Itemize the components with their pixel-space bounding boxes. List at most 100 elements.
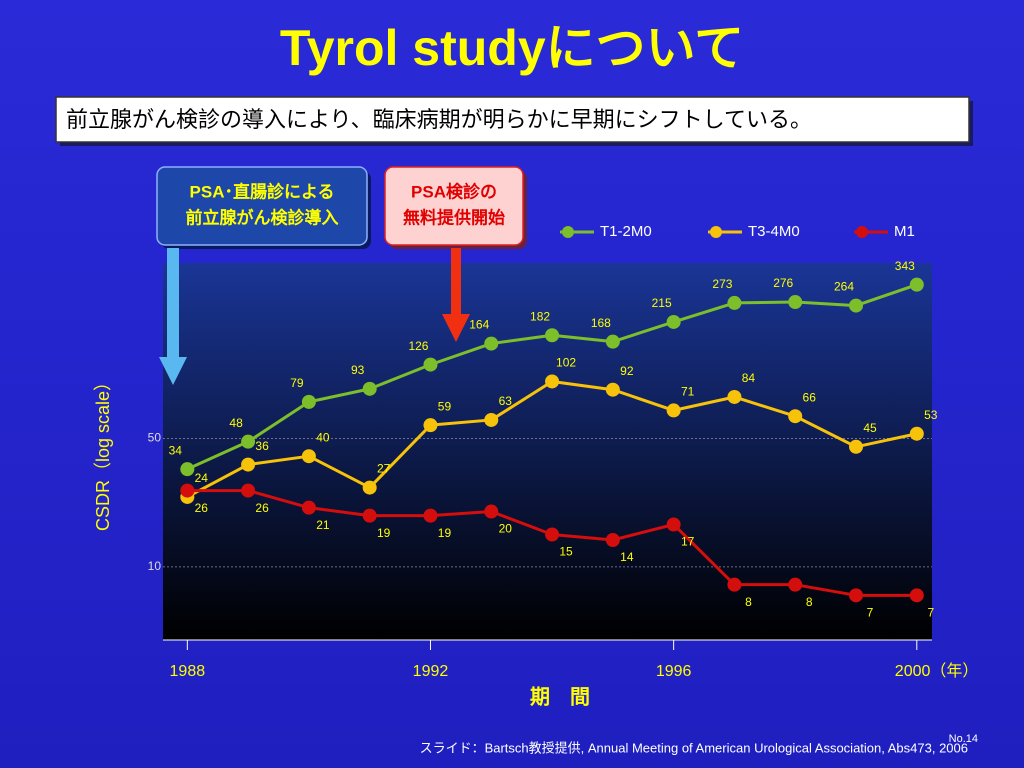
data-label: 48 [229, 416, 243, 430]
arrow [159, 248, 187, 385]
data-point [362, 480, 377, 495]
data-point [849, 298, 864, 313]
data-point [484, 336, 499, 351]
data-point [727, 389, 742, 404]
data-label: 215 [652, 296, 672, 310]
data-point [849, 588, 864, 603]
data-point [545, 328, 560, 343]
data-point [666, 517, 681, 532]
data-label: 63 [499, 394, 513, 408]
data-label: 264 [834, 280, 854, 294]
plot-area [163, 263, 932, 640]
title: Tyrol studyについて [280, 20, 744, 76]
data-point [909, 277, 924, 292]
legend-label: T1-2M0 [600, 223, 652, 240]
data-label: 71 [681, 385, 695, 399]
legend-label: T3-4M0 [748, 223, 800, 240]
data-label: 27 [377, 462, 391, 476]
legend-marker [710, 226, 722, 238]
x-axis-label: 期 間 [530, 685, 590, 708]
data-point [423, 508, 438, 523]
data-point [666, 403, 681, 418]
data-label: 168 [591, 316, 611, 330]
data-label: 92 [620, 364, 634, 378]
data-label: 19 [438, 526, 452, 540]
arrow [442, 248, 470, 342]
data-point [849, 439, 864, 454]
data-point [909, 588, 924, 603]
data-label: 182 [530, 309, 550, 323]
annotation: 前立腺がん検診導入 [186, 207, 339, 227]
data-point [666, 314, 681, 329]
data-label: 102 [556, 356, 576, 370]
data-label: 53 [924, 408, 938, 422]
annotation-box [384, 166, 524, 246]
data-label: 8 [806, 595, 813, 609]
data-label: 36 [255, 439, 269, 453]
data-label: 26 [255, 501, 269, 515]
y-tick-label: 50 [148, 431, 162, 445]
data-label: 93 [351, 363, 365, 377]
annotation: PSA･直腸診による [190, 181, 335, 201]
legend-label: M1 [894, 223, 915, 240]
data-point [241, 434, 256, 449]
data-label: 40 [316, 430, 330, 444]
data-point [241, 483, 256, 498]
data-point [727, 577, 742, 592]
data-label: 8 [745, 595, 752, 609]
subtitle: 前立腺がん検診の導入により、臨床病期が明らかに早期にシフトしている。 [66, 107, 812, 132]
data-point [301, 449, 316, 464]
data-label: 15 [559, 545, 573, 559]
data-label: 7 [867, 606, 874, 620]
data-point [605, 382, 620, 397]
data-point [545, 374, 560, 389]
data-label: 79 [290, 376, 304, 390]
data-label: 26 [195, 501, 209, 515]
data-label: 164 [469, 318, 489, 332]
data-point [362, 381, 377, 396]
data-point [301, 394, 316, 409]
data-point [484, 412, 499, 427]
annotation: PSA検診の [411, 181, 497, 201]
data-point [605, 533, 620, 548]
data-label: 7 [927, 606, 934, 620]
data-point [727, 295, 742, 310]
data-label: 21 [316, 518, 330, 532]
source: スライド：Bartsch教授提供, Annual Meeting of Amer… [420, 740, 968, 755]
data-point [423, 357, 438, 372]
data-point [180, 462, 195, 477]
data-label: 126 [408, 339, 428, 353]
x-tick-label: 1996 [656, 663, 692, 680]
data-label: 273 [712, 277, 732, 291]
data-label: 45 [863, 421, 877, 435]
annotation: 無料提供開始 [403, 207, 505, 227]
legend-marker [562, 226, 574, 238]
data-point [362, 508, 377, 523]
y-axis-label: CSDR（log scale） [93, 373, 113, 531]
data-label: 24 [195, 471, 209, 485]
data-label: 276 [773, 276, 793, 290]
data-point [180, 483, 195, 498]
page-number: No.14 [949, 733, 978, 745]
data-label: 34 [169, 443, 183, 457]
data-label: 20 [499, 522, 513, 536]
data-point [909, 426, 924, 441]
annotation-box [156, 166, 368, 246]
data-point [423, 418, 438, 433]
data-label: 66 [803, 390, 817, 404]
y-tick-label: 10 [148, 559, 162, 573]
data-point [788, 577, 803, 592]
x-tick-label: 2000（年） [895, 662, 979, 680]
subtitle-box [55, 96, 970, 143]
data-point [241, 457, 256, 472]
data-point [545, 527, 560, 542]
data-point [605, 334, 620, 349]
data-label: 19 [377, 526, 391, 540]
data-point [301, 500, 316, 515]
data-point [484, 504, 499, 519]
data-label: 17 [681, 535, 695, 549]
data-label: 343 [895, 259, 915, 273]
data-point [788, 295, 803, 310]
x-tick-label: 1992 [413, 663, 449, 680]
